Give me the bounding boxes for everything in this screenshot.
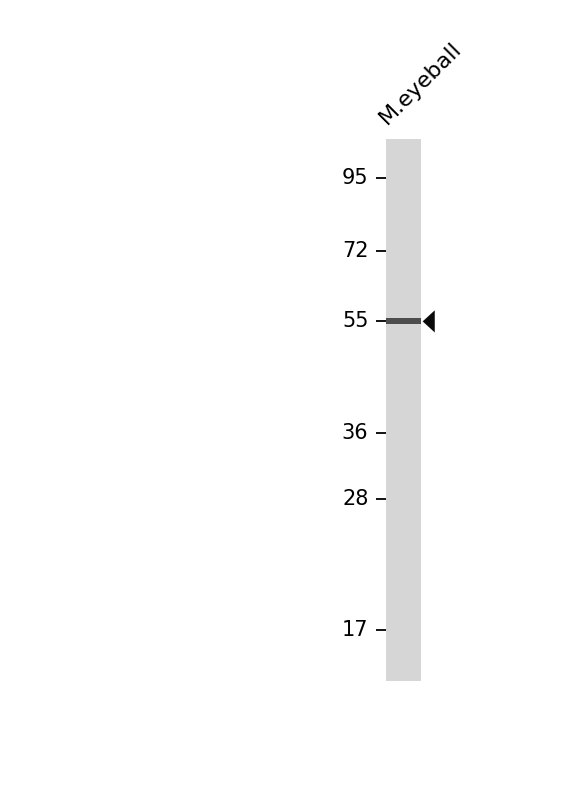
Polygon shape <box>423 310 434 333</box>
Text: 55: 55 <box>342 311 368 331</box>
Text: 95: 95 <box>342 168 368 188</box>
Bar <box>386 139 421 682</box>
Text: 28: 28 <box>342 489 368 509</box>
Text: 72: 72 <box>342 241 368 261</box>
Text: M.eyeball: M.eyeball <box>376 38 466 128</box>
Text: 17: 17 <box>342 620 368 640</box>
Text: 36: 36 <box>342 423 368 443</box>
Bar <box>386 318 421 325</box>
